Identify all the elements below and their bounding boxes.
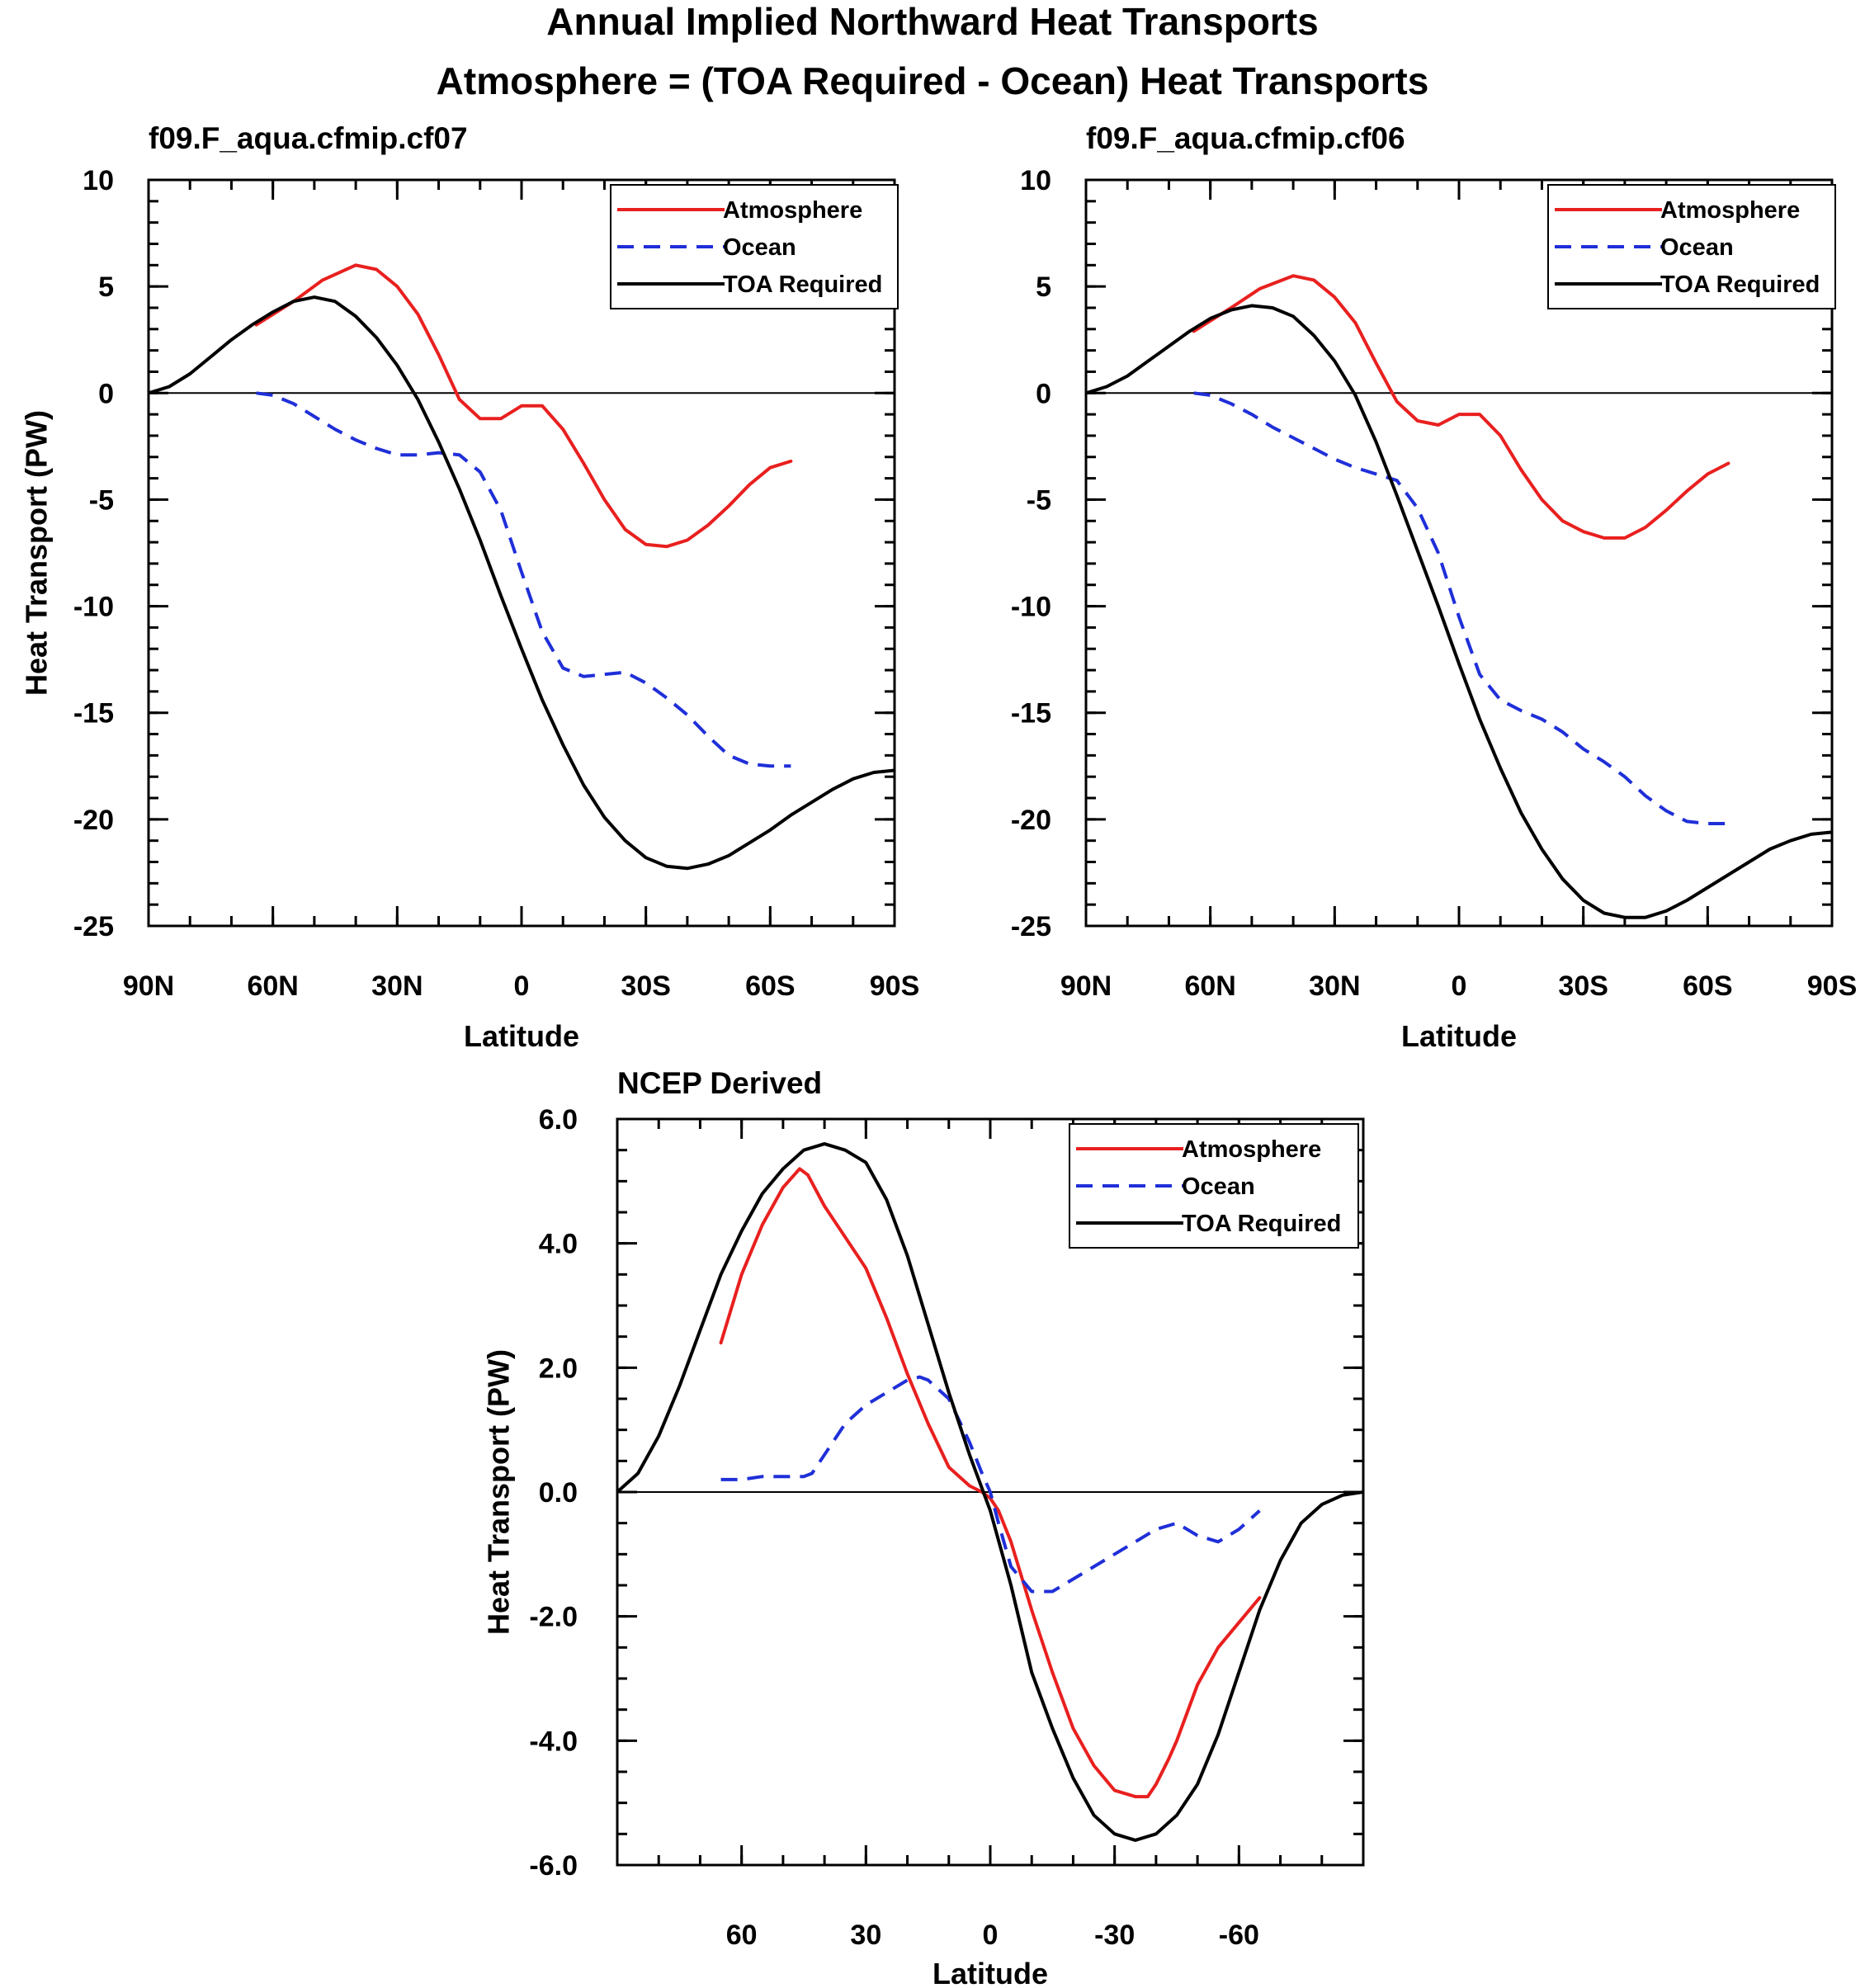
x-tick-label: 0 [514,970,530,1002]
y-tick-label: -10 [73,592,114,623]
series-toa-required-line [149,295,895,871]
x-tick-label: 60N [1184,970,1235,1002]
y-tick-label: -5 [1027,484,1051,516]
y-tick-label: -2.0 [529,1602,578,1633]
x-tick-label: 0 [1452,970,1467,1002]
x-tick-label: 60S [1683,970,1733,1002]
y-tick-label: 5 [1036,272,1051,303]
panel-title: NCEP Derived [617,1066,822,1100]
x-tick-label: 90N [123,970,174,1002]
series-atmosphere-line [1192,274,1730,540]
x-tick-label: 60N [247,970,298,1002]
x-tick-label: 30S [621,970,671,1002]
figure-title-line2: Atmosphere = (TOA Required - Ocean) Heat… [437,59,1429,102]
y-tick-label: 2.0 [539,1353,578,1384]
legend: Atmosphere Ocean TOA Required [1069,1123,1359,1249]
panel-title: f09.F_aqua.cfmip.cf06 [1086,121,1405,155]
x-tick-label: 30N [371,970,423,1002]
panel-cf06: f09.F_aqua.cfmip.cf06 90N 60N 30N 0 30S 60S 90S… [1011,121,1857,1053]
y-tick-label: -25 [73,911,114,942]
x-tick-label: 90S [1807,970,1858,1002]
y-tick-label: -10 [1011,592,1051,623]
x-tick-label: -60 [1219,1920,1259,1951]
y-tick-label: -5 [89,484,114,516]
y-tick-label: -6.0 [529,1850,578,1882]
series-atmosphere-line [719,1167,1262,1799]
legend-label: Ocean [1182,1173,1255,1200]
panel-cf07: f09.F_aqua.cfmip.cf07 90N 60N 30N 0 30S 60S 90S… [19,121,919,1053]
legend-label: TOA Required [1182,1211,1341,1237]
y-tick-label: 0 [1036,378,1051,409]
legend-label: Ocean [723,234,796,261]
legend: Atmosphere Ocean TOA Required [610,184,899,309]
y-axis-label: Heat Transport (PW) [19,410,53,696]
series-ocean-line [1193,391,1729,825]
panel-title: f09.F_aqua.cfmip.cf07 [149,121,468,155]
x-axis-label: Latitude [932,1957,1048,1988]
x-tick-label: 60 [726,1920,758,1951]
x-tick-label: 30 [850,1920,881,1951]
x-tick-label: 90N [1060,970,1112,1002]
legend: Atmosphere Ocean TOA Required [1547,184,1836,309]
y-axis-label: Heat Transport (PW) [481,1349,515,1635]
legend-label: Atmosphere [1660,197,1800,224]
x-tick-label: 30S [1558,970,1608,1002]
y-tick-label: 5 [98,272,114,303]
plot-frame [1084,178,1834,928]
x-tick-label: 90S [870,970,920,1002]
x-tick-label: 60S [745,970,796,1002]
y-tick-label: 0 [98,378,114,409]
series-toa-required-line [1086,304,1832,919]
figure-title-line1: Annual Implied Northward Heat Transports [546,0,1318,43]
y-tick-label: -15 [1011,698,1051,730]
y-tick-label: 10 [83,165,114,196]
y-tick-label: 10 [1020,165,1051,196]
plot-frame [616,1117,1365,1867]
x-axis-label: Latitude [1401,1019,1517,1053]
y-tick-label: -4.0 [529,1726,578,1757]
y-tick-label: 0.0 [539,1477,578,1509]
y-tick-label: -25 [1011,911,1051,942]
legend-label: TOA Required [723,272,882,298]
y-tick-label: 4.0 [539,1229,578,1260]
x-axis-label: Latitude [464,1019,579,1053]
y-tick-label: -20 [1011,805,1051,836]
legend-label: Ocean [1660,234,1734,261]
legend-label: Atmosphere [1182,1136,1321,1163]
legend-label: TOA Required [1660,272,1820,298]
x-tick-label: 0 [983,1920,999,1951]
legend-label: Atmosphere [723,197,862,224]
x-tick-label: 30N [1309,970,1360,1002]
x-tick-label: -30 [1094,1920,1135,1951]
plot-frame [147,178,896,928]
panel-ncep: NCEP Derived 60 30 0 -30 -60 6.0 4.0 2.0 0.0 -2.0 -… [481,1066,1365,1988]
series-atmosphere-line [254,263,793,549]
y-tick-label: 6.0 [539,1104,578,1136]
y-tick-label: -20 [73,805,114,836]
y-tick-label: -15 [73,698,114,730]
series-ocean-line [720,1375,1261,1594]
series-toa-required-line [617,1142,1363,1842]
series-ocean-line [256,391,791,768]
